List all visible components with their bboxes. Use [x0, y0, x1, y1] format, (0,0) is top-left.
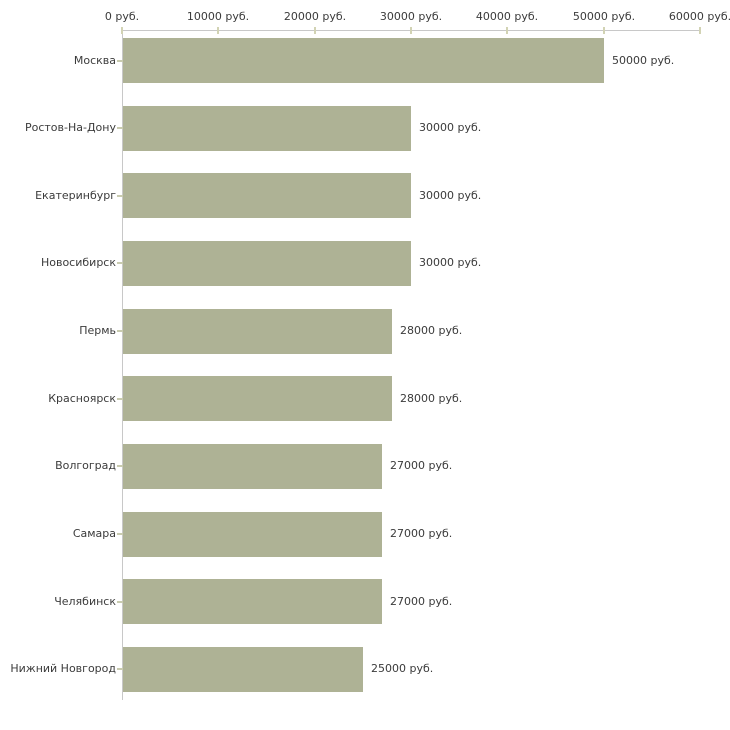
y-axis-tick	[117, 465, 123, 467]
x-axis-tick-label: 10000 руб.	[186, 10, 250, 23]
x-axis-tick-label: 20000 руб.	[283, 10, 347, 23]
y-axis-tick	[117, 398, 123, 400]
x-axis-tick-label: 50000 руб.	[572, 10, 636, 23]
x-axis-tick-label: 60000 руб.	[668, 10, 730, 23]
x-axis-tick	[217, 27, 219, 34]
y-axis-line	[122, 30, 123, 700]
bar	[123, 579, 382, 624]
x-axis-tick	[699, 27, 701, 34]
bar	[123, 106, 411, 151]
x-axis-tick	[314, 27, 316, 34]
value-label: 27000 руб.	[390, 527, 453, 540]
x-axis-tick	[410, 27, 412, 34]
x-axis-tick-label: 30000 руб.	[379, 10, 443, 23]
value-label: 27000 руб.	[390, 459, 453, 472]
value-label: 30000 руб.	[419, 256, 482, 269]
bar	[123, 173, 411, 218]
category-label: Волгоград	[55, 459, 116, 472]
value-label: 25000 руб.	[371, 662, 434, 675]
y-axis-tick	[117, 127, 123, 129]
bar	[123, 241, 411, 286]
bar	[123, 444, 382, 489]
value-label: 30000 руб.	[419, 189, 482, 202]
y-axis-tick	[117, 668, 123, 670]
x-axis-tick	[121, 27, 123, 34]
x-axis-tick-label: 40000 руб.	[475, 10, 539, 23]
bar	[123, 38, 604, 83]
category-label: Самара	[72, 527, 116, 540]
value-label: 27000 руб.	[390, 595, 453, 608]
value-label: 28000 руб.	[400, 392, 463, 405]
x-axis-tick	[506, 27, 508, 34]
value-label: 28000 руб.	[400, 324, 463, 337]
category-label: Нижний Новгород	[10, 662, 116, 675]
category-label: Красноярск	[48, 392, 116, 405]
bar	[123, 647, 363, 692]
category-label: Москва	[73, 54, 116, 67]
x-axis-tick-label: 0 руб.	[104, 10, 140, 23]
value-label: 30000 руб.	[419, 121, 482, 134]
y-axis-tick	[117, 330, 123, 332]
category-label: Ростов-На-Дону	[24, 121, 116, 134]
y-axis-tick	[117, 601, 123, 603]
y-axis-tick	[117, 533, 123, 535]
category-label: Новосибирск	[40, 256, 116, 269]
bar	[123, 376, 392, 421]
value-label: 50000 руб.	[612, 54, 675, 67]
category-label: Екатеринбург	[35, 189, 116, 202]
y-axis-tick	[117, 195, 123, 197]
category-label: Пермь	[79, 324, 116, 337]
y-axis-tick	[117, 60, 123, 62]
y-axis-tick	[117, 262, 123, 264]
category-label: Челябинск	[54, 595, 116, 608]
bar	[123, 309, 392, 354]
x-axis-tick	[603, 27, 605, 34]
bar	[123, 512, 382, 557]
